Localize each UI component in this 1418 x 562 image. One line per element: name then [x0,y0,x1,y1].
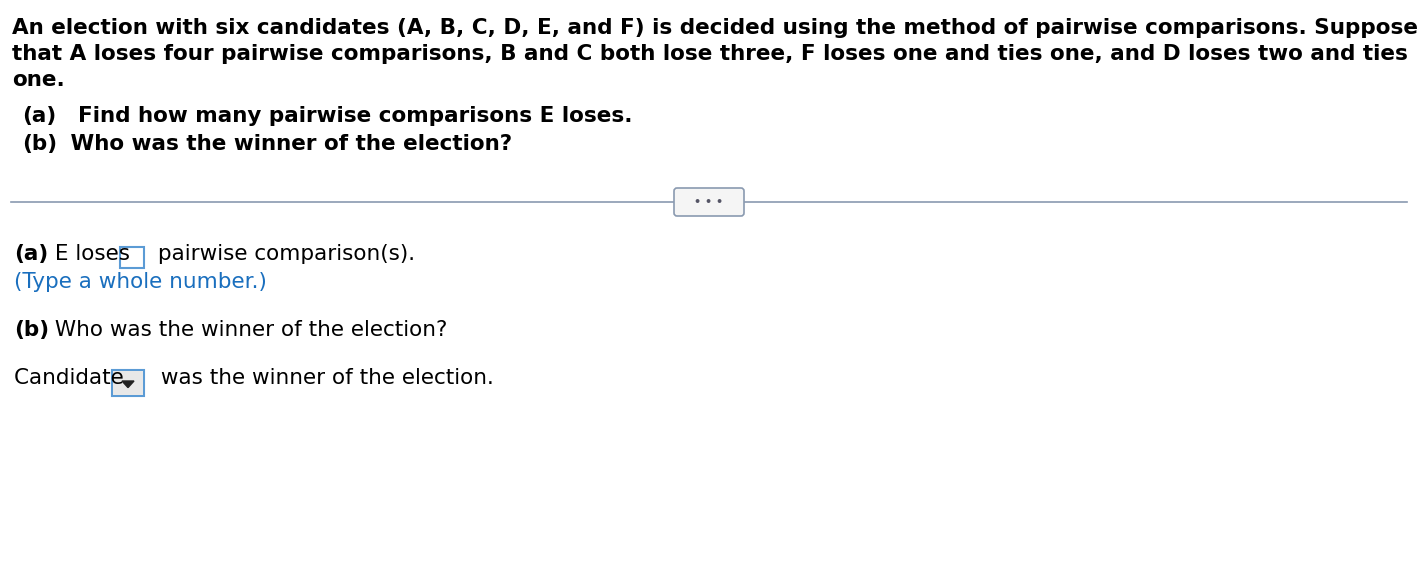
Text: Find how many pairwise comparisons E loses.: Find how many pairwise comparisons E los… [48,106,632,126]
Text: one.: one. [11,70,65,90]
Text: (Type a whole number.): (Type a whole number.) [14,272,267,292]
Text: that A loses four pairwise comparisons, B and C both lose three, F loses one and: that A loses four pairwise comparisons, … [11,44,1408,64]
Text: • • •: • • • [695,197,723,207]
Text: was the winner of the election.: was the winner of the election. [155,368,493,388]
Text: (a): (a) [23,106,57,126]
Text: (a): (a) [14,244,48,264]
FancyBboxPatch shape [674,188,744,216]
Text: Who was the winner of the election?: Who was the winner of the election? [48,320,447,340]
Text: pairwise comparison(s).: pairwise comparison(s). [150,244,415,264]
Text: Who was the winner of the election?: Who was the winner of the election? [48,134,512,154]
FancyBboxPatch shape [121,247,145,268]
FancyBboxPatch shape [112,370,145,396]
Text: E loses: E loses [48,244,138,264]
FancyBboxPatch shape [113,371,143,395]
Polygon shape [122,381,133,388]
Text: Candidate: Candidate [14,368,130,388]
Text: (b): (b) [23,134,57,154]
Text: An election with six candidates (A, B, C, D, E, and F) is decided using the meth: An election with six candidates (A, B, C… [11,18,1418,38]
Text: (b): (b) [14,320,50,340]
